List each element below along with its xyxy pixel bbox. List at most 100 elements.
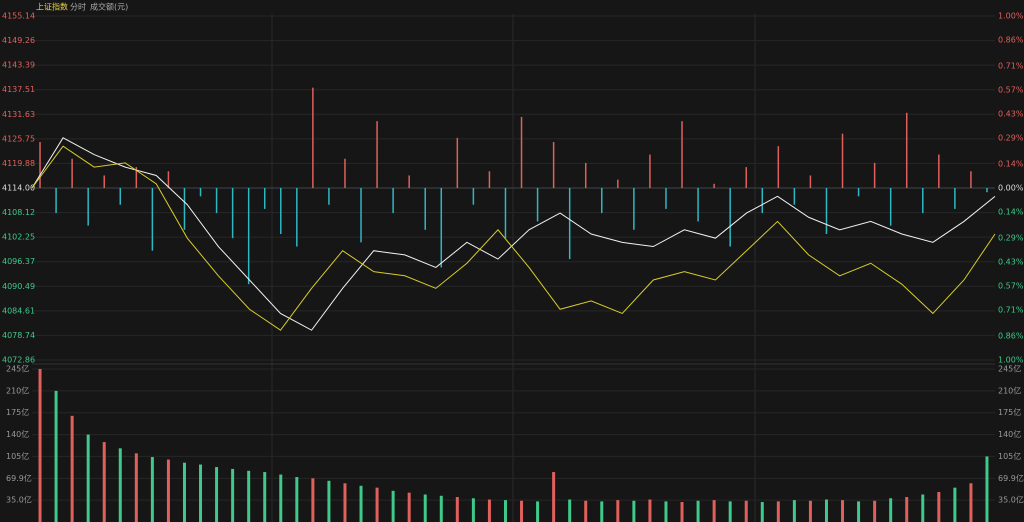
price-line bbox=[31, 137, 996, 331]
volume-bar bbox=[295, 477, 299, 522]
volume-bar bbox=[841, 500, 845, 522]
volume-tick-label: 69.9亿 bbox=[998, 473, 1024, 483]
volume-tick-label: 175亿 bbox=[6, 407, 29, 417]
volume-tick-label: 105亿 bbox=[6, 451, 29, 461]
y-tick-label: 4137.51 bbox=[2, 85, 35, 94]
volume-bar bbox=[343, 483, 347, 522]
y2-tick-label: 0.29% bbox=[998, 134, 1024, 143]
volume-bar bbox=[680, 502, 684, 522]
volume-bar bbox=[215, 467, 219, 522]
volume-bar bbox=[552, 472, 556, 522]
volume-label: 成交额(元) bbox=[90, 2, 128, 12]
volume-bar bbox=[969, 483, 973, 522]
y2-tick-label: 0.00% bbox=[998, 184, 1024, 193]
volume-bar bbox=[487, 499, 491, 522]
volume-bar bbox=[102, 442, 106, 522]
title: 上证指数 bbox=[36, 2, 68, 12]
volume-bar bbox=[937, 492, 941, 522]
y-tick-label: 4096.37 bbox=[2, 257, 35, 266]
volume-bar bbox=[359, 485, 363, 522]
volume-bar bbox=[873, 500, 877, 522]
volume-tick-label: 210亿 bbox=[6, 385, 29, 395]
volume-bar bbox=[407, 492, 411, 522]
volume-bar bbox=[134, 453, 138, 522]
volume-bar bbox=[600, 501, 604, 522]
volume-tick-label: 210亿 bbox=[998, 385, 1021, 395]
volume-bar bbox=[247, 470, 251, 522]
volume-tick-label: 105亿 bbox=[998, 451, 1021, 461]
volume-bar bbox=[744, 500, 748, 522]
y-tick-label: 4155.14 bbox=[2, 12, 35, 21]
y2-tick-label: 0.57% bbox=[998, 85, 1024, 94]
volume-tick-label: 140亿 bbox=[998, 429, 1021, 439]
volume-bar bbox=[231, 468, 235, 522]
y2-tick-label: 1.00% bbox=[998, 356, 1024, 365]
y2-tick-label: 0.43% bbox=[998, 257, 1024, 266]
volume-bar bbox=[728, 501, 732, 522]
y-tick-label: 4131.63 bbox=[2, 110, 35, 119]
y2-tick-label: 0.86% bbox=[998, 331, 1024, 340]
volume-bar bbox=[279, 474, 283, 522]
y-tick-label: 4102.25 bbox=[2, 233, 35, 242]
volume-bar bbox=[166, 459, 170, 522]
volume-tick-label: 245亿 bbox=[6, 364, 29, 374]
tab: 分时 bbox=[70, 2, 86, 12]
volume-tick-label: 69.9亿 bbox=[6, 473, 32, 483]
y-tick-label: 4143.39 bbox=[2, 61, 35, 70]
volume-bar bbox=[760, 502, 764, 522]
volume-bar bbox=[455, 497, 459, 522]
volume-bar bbox=[391, 490, 395, 522]
y-tick-label: 4078.74 bbox=[2, 331, 35, 340]
y-tick-label: 4108.12 bbox=[2, 208, 35, 217]
volume-bar bbox=[824, 499, 828, 522]
y2-tick-label: 0.57% bbox=[998, 282, 1024, 291]
y-tick-label: 4072.86 bbox=[2, 356, 35, 365]
volume-bar bbox=[712, 500, 716, 522]
volume-tick-label: 140亿 bbox=[6, 429, 29, 439]
volume-bar bbox=[38, 369, 42, 522]
y2-tick-label: 0.71% bbox=[998, 61, 1024, 70]
y-tick-label: 4090.49 bbox=[2, 282, 35, 291]
volume-bar bbox=[648, 499, 652, 522]
volume-tick-label: 245亿 bbox=[998, 364, 1021, 374]
y2-tick-label: 1.00% bbox=[998, 12, 1024, 21]
volume-tick-label: 175亿 bbox=[998, 407, 1021, 417]
volume-bar bbox=[54, 390, 58, 522]
volume-bar bbox=[503, 500, 507, 522]
volume-bar bbox=[182, 462, 186, 522]
volume-bar bbox=[327, 480, 331, 522]
y-tick-label: 4084.61 bbox=[2, 306, 35, 315]
volume-bar bbox=[70, 415, 74, 522]
volume-bar bbox=[568, 499, 572, 522]
volume-bar bbox=[921, 494, 925, 522]
y2-tick-label: 0.71% bbox=[998, 306, 1024, 315]
volume-bar bbox=[423, 494, 427, 522]
y2-tick-label: 0.14% bbox=[998, 159, 1024, 168]
y-tick-label: 4114.00 bbox=[2, 184, 35, 193]
volume-bar bbox=[616, 500, 620, 522]
y-tick-label: 4125.75 bbox=[2, 134, 35, 143]
volume-bar bbox=[857, 501, 861, 522]
volume-bar bbox=[150, 457, 154, 522]
volume-bar bbox=[953, 487, 957, 522]
volume-bar bbox=[905, 497, 909, 522]
y-tick-label: 4149.26 bbox=[2, 36, 35, 45]
volume-tick-label: 35.0亿 bbox=[998, 495, 1024, 505]
volume-bar bbox=[536, 501, 540, 522]
volume-bar bbox=[471, 498, 475, 522]
volume-bar bbox=[776, 501, 780, 522]
y2-tick-label: 0.43% bbox=[998, 110, 1024, 119]
price-line bbox=[31, 145, 996, 331]
volume-bar bbox=[808, 500, 812, 522]
volume-bar bbox=[889, 498, 893, 522]
volume-bar bbox=[520, 500, 524, 522]
volume-bar bbox=[263, 472, 267, 522]
volume-bar bbox=[792, 500, 796, 522]
volume-bar bbox=[375, 487, 379, 522]
volume-bar bbox=[632, 500, 636, 522]
volume-bar bbox=[311, 478, 315, 522]
y2-tick-label: 0.29% bbox=[998, 233, 1024, 242]
